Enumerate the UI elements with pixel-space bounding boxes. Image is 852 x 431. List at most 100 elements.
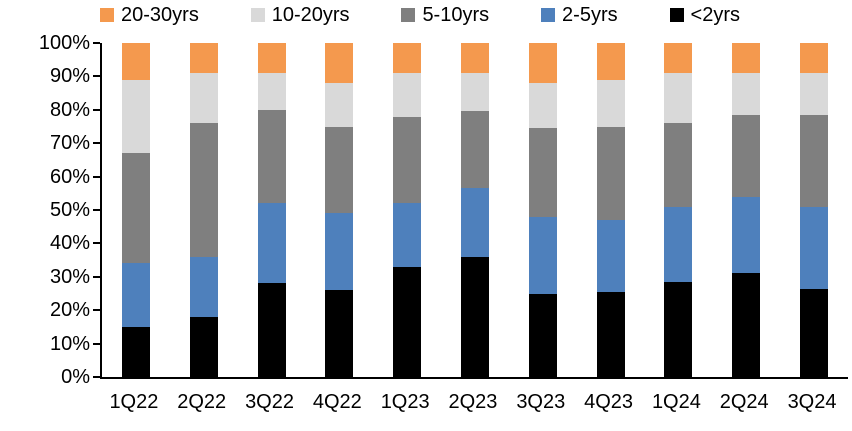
stacked-bar bbox=[121, 43, 150, 377]
y-axis-labels: 100% 90% 80% 70% 60% 50% 40% 30% 20% 10% 0% bbox=[0, 33, 90, 387]
stacked-bar bbox=[257, 43, 286, 377]
bar-segment-10-20yrs bbox=[732, 73, 761, 115]
bar-column-2q23 bbox=[441, 43, 509, 377]
x-axis-tick-label: 2Q22 bbox=[177, 391, 227, 413]
bar-segment-2yrs bbox=[460, 256, 489, 377]
y-axis-tick-mark bbox=[93, 242, 100, 245]
y-axis-tick-label: 80% bbox=[49, 98, 90, 121]
legend-label: 20-30yrs bbox=[121, 4, 199, 26]
bar-segment-10-20yrs bbox=[257, 73, 286, 110]
stacked-bar bbox=[528, 43, 557, 377]
x-axis-tick-label: 1Q24 bbox=[651, 391, 701, 413]
bar-column-3q23 bbox=[509, 43, 577, 377]
bar-segment-5-10yrs bbox=[596, 126, 625, 221]
bar-segment-2-5yrs bbox=[325, 213, 354, 291]
bar-segment-20-30yrs bbox=[732, 43, 761, 74]
bar-column-2q22 bbox=[170, 43, 238, 377]
bar-column-2q24 bbox=[712, 43, 780, 377]
y-axis-tick-mark bbox=[93, 209, 100, 211]
bar-segment-5-10yrs bbox=[121, 153, 150, 264]
chart-legend: 20-30yrs 10-20yrs 5-10yrs 2-5yrs <2yrs bbox=[100, 5, 740, 25]
bar-segment-20-30yrs bbox=[664, 43, 693, 74]
y-axis-tick-label: 50% bbox=[49, 199, 90, 221]
x-axis-tick-label: 1Q23 bbox=[380, 391, 430, 413]
y-axis-tick-mark bbox=[93, 275, 100, 278]
bar-segment-2-5yrs bbox=[800, 206, 829, 289]
bar-column-4q22 bbox=[305, 43, 373, 377]
stacked-bar bbox=[664, 43, 693, 377]
bar-segment-5-10yrs bbox=[189, 123, 218, 257]
legend-label: <2yrs bbox=[690, 4, 740, 26]
y-axis-tick-mark bbox=[93, 42, 100, 44]
legend-item-2yrs: <2yrs bbox=[669, 4, 740, 26]
bar-segment-2-5yrs bbox=[189, 256, 218, 317]
bar-segment-2yrs bbox=[121, 326, 150, 377]
legend-label: 2-5yrs bbox=[562, 4, 618, 26]
y-axis-tick-label: 90% bbox=[49, 65, 90, 88]
bar-segment-10-20yrs bbox=[189, 73, 218, 124]
bar-segment-20-30yrs bbox=[460, 43, 489, 74]
bar-segment-5-10yrs bbox=[664, 123, 693, 207]
legend-item-5-10yrs: 5-10yrs bbox=[401, 5, 489, 25]
bar-segment-5-10yrs bbox=[800, 114, 829, 207]
bar-segment-2yrs bbox=[257, 283, 286, 377]
bar-segment-2-5yrs bbox=[528, 216, 557, 294]
y-axis-tick-label: 40% bbox=[49, 232, 90, 255]
x-axis-tick-label: 4Q22 bbox=[312, 391, 362, 413]
bar-segment-2yrs bbox=[393, 266, 422, 377]
bar-segment-5-10yrs bbox=[325, 126, 354, 214]
bar-segment-5-10yrs bbox=[393, 116, 422, 204]
bar-segment-10-20yrs bbox=[393, 73, 422, 117]
y-axis-tick-label: 10% bbox=[49, 332, 90, 355]
bar-segment-2yrs bbox=[325, 290, 354, 377]
y-axis-tick-label: 70% bbox=[49, 132, 90, 155]
bar-segment-2yrs bbox=[664, 281, 693, 377]
x-axis-tick-label: 1Q22 bbox=[109, 391, 159, 413]
legend-swatch-icon bbox=[669, 8, 684, 22]
bar-segment-2yrs bbox=[800, 288, 829, 377]
bar-segment-2-5yrs bbox=[393, 203, 422, 267]
bar-segment-5-10yrs bbox=[528, 128, 557, 217]
legend-label: 10-20yrs bbox=[271, 4, 350, 26]
bar-segment-20-30yrs bbox=[528, 43, 557, 84]
bar-segment-10-20yrs bbox=[460, 73, 489, 112]
bar-segment-2-5yrs bbox=[460, 188, 489, 257]
bar-segment-20-30yrs bbox=[121, 43, 150, 80]
y-axis-tick-label: 60% bbox=[49, 165, 90, 188]
bar-segment-2yrs bbox=[596, 291, 625, 377]
bar-segment-10-20yrs bbox=[800, 73, 829, 115]
bar-segment-10-20yrs bbox=[528, 83, 557, 129]
bar-segment-5-10yrs bbox=[257, 109, 286, 204]
bar-segment-20-30yrs bbox=[393, 43, 422, 74]
y-axis-tick-label: 20% bbox=[49, 299, 90, 322]
bar-segment-10-20yrs bbox=[325, 83, 354, 127]
bar-segment-2-5yrs bbox=[732, 196, 761, 274]
y-axis-tick-mark bbox=[93, 108, 100, 111]
x-axis-tick-label: 3Q24 bbox=[787, 391, 837, 413]
legend-swatch-icon bbox=[541, 8, 556, 22]
bar-segment-5-10yrs bbox=[732, 114, 761, 197]
stacked-bar bbox=[596, 43, 625, 377]
stacked-bar bbox=[460, 43, 489, 377]
y-axis-tick-label: 100% bbox=[38, 32, 90, 54]
legend-item-10-20yrs: 10-20yrs bbox=[250, 4, 350, 26]
bar-segment-2-5yrs bbox=[121, 263, 150, 327]
bar-segment-5-10yrs bbox=[460, 111, 489, 189]
bar-segment-2yrs bbox=[189, 316, 218, 377]
bar-segment-20-30yrs bbox=[800, 43, 829, 74]
x-axis-tick-label: 2Q24 bbox=[719, 391, 769, 413]
bar-segment-2-5yrs bbox=[596, 220, 625, 292]
y-axis-tick-mark bbox=[93, 342, 100, 345]
bar-segment-10-20yrs bbox=[121, 79, 150, 154]
bar-segment-2-5yrs bbox=[257, 203, 286, 284]
stacked-bar bbox=[393, 43, 422, 377]
y-axis-tick-mark bbox=[93, 309, 100, 312]
plot-area bbox=[93, 42, 848, 379]
x-axis-tick-label: 4Q23 bbox=[584, 391, 634, 413]
legend-item-20-30yrs: 20-30yrs bbox=[100, 5, 199, 25]
legend-swatch-icon bbox=[250, 8, 265, 22]
x-axis-labels: 1Q22 2Q22 3Q22 4Q22 1Q23 2Q23 3Q23 4Q23 1Q24 2Q24… bbox=[100, 392, 846, 412]
stacked-bar bbox=[732, 43, 761, 377]
y-axis-tick-mark bbox=[93, 376, 100, 378]
bar-column-3q24 bbox=[780, 43, 848, 377]
